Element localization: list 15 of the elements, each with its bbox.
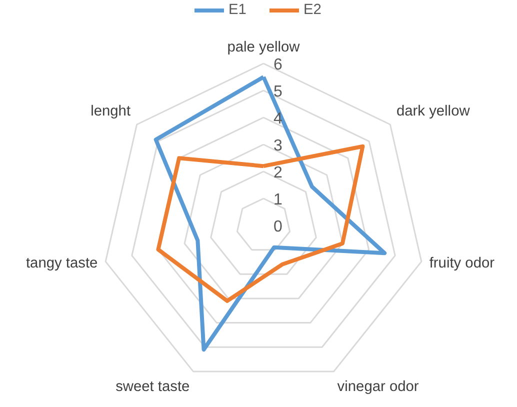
y-tick-label: 5 xyxy=(274,84,282,100)
y-tick-label: 6 xyxy=(274,56,282,74)
spoke-label: lenght xyxy=(90,103,131,120)
y-tick-label: 3 xyxy=(274,138,282,154)
spoke-label: pale yellow xyxy=(227,39,300,56)
spoke-label: vinegar odor xyxy=(337,378,419,395)
y-tick-label: 1 xyxy=(274,192,282,208)
y-tick-label: 0 xyxy=(274,218,282,236)
legend-label: E2 xyxy=(304,2,322,18)
spoke-label: sweet taste xyxy=(116,378,190,395)
y-tick-label: 2 xyxy=(274,164,282,182)
spoke-label: fruity odor xyxy=(429,255,495,272)
spoke-label: dark yellow xyxy=(396,103,470,120)
spoke-label: tangy taste xyxy=(26,255,98,272)
legend-label: E1 xyxy=(228,2,248,18)
